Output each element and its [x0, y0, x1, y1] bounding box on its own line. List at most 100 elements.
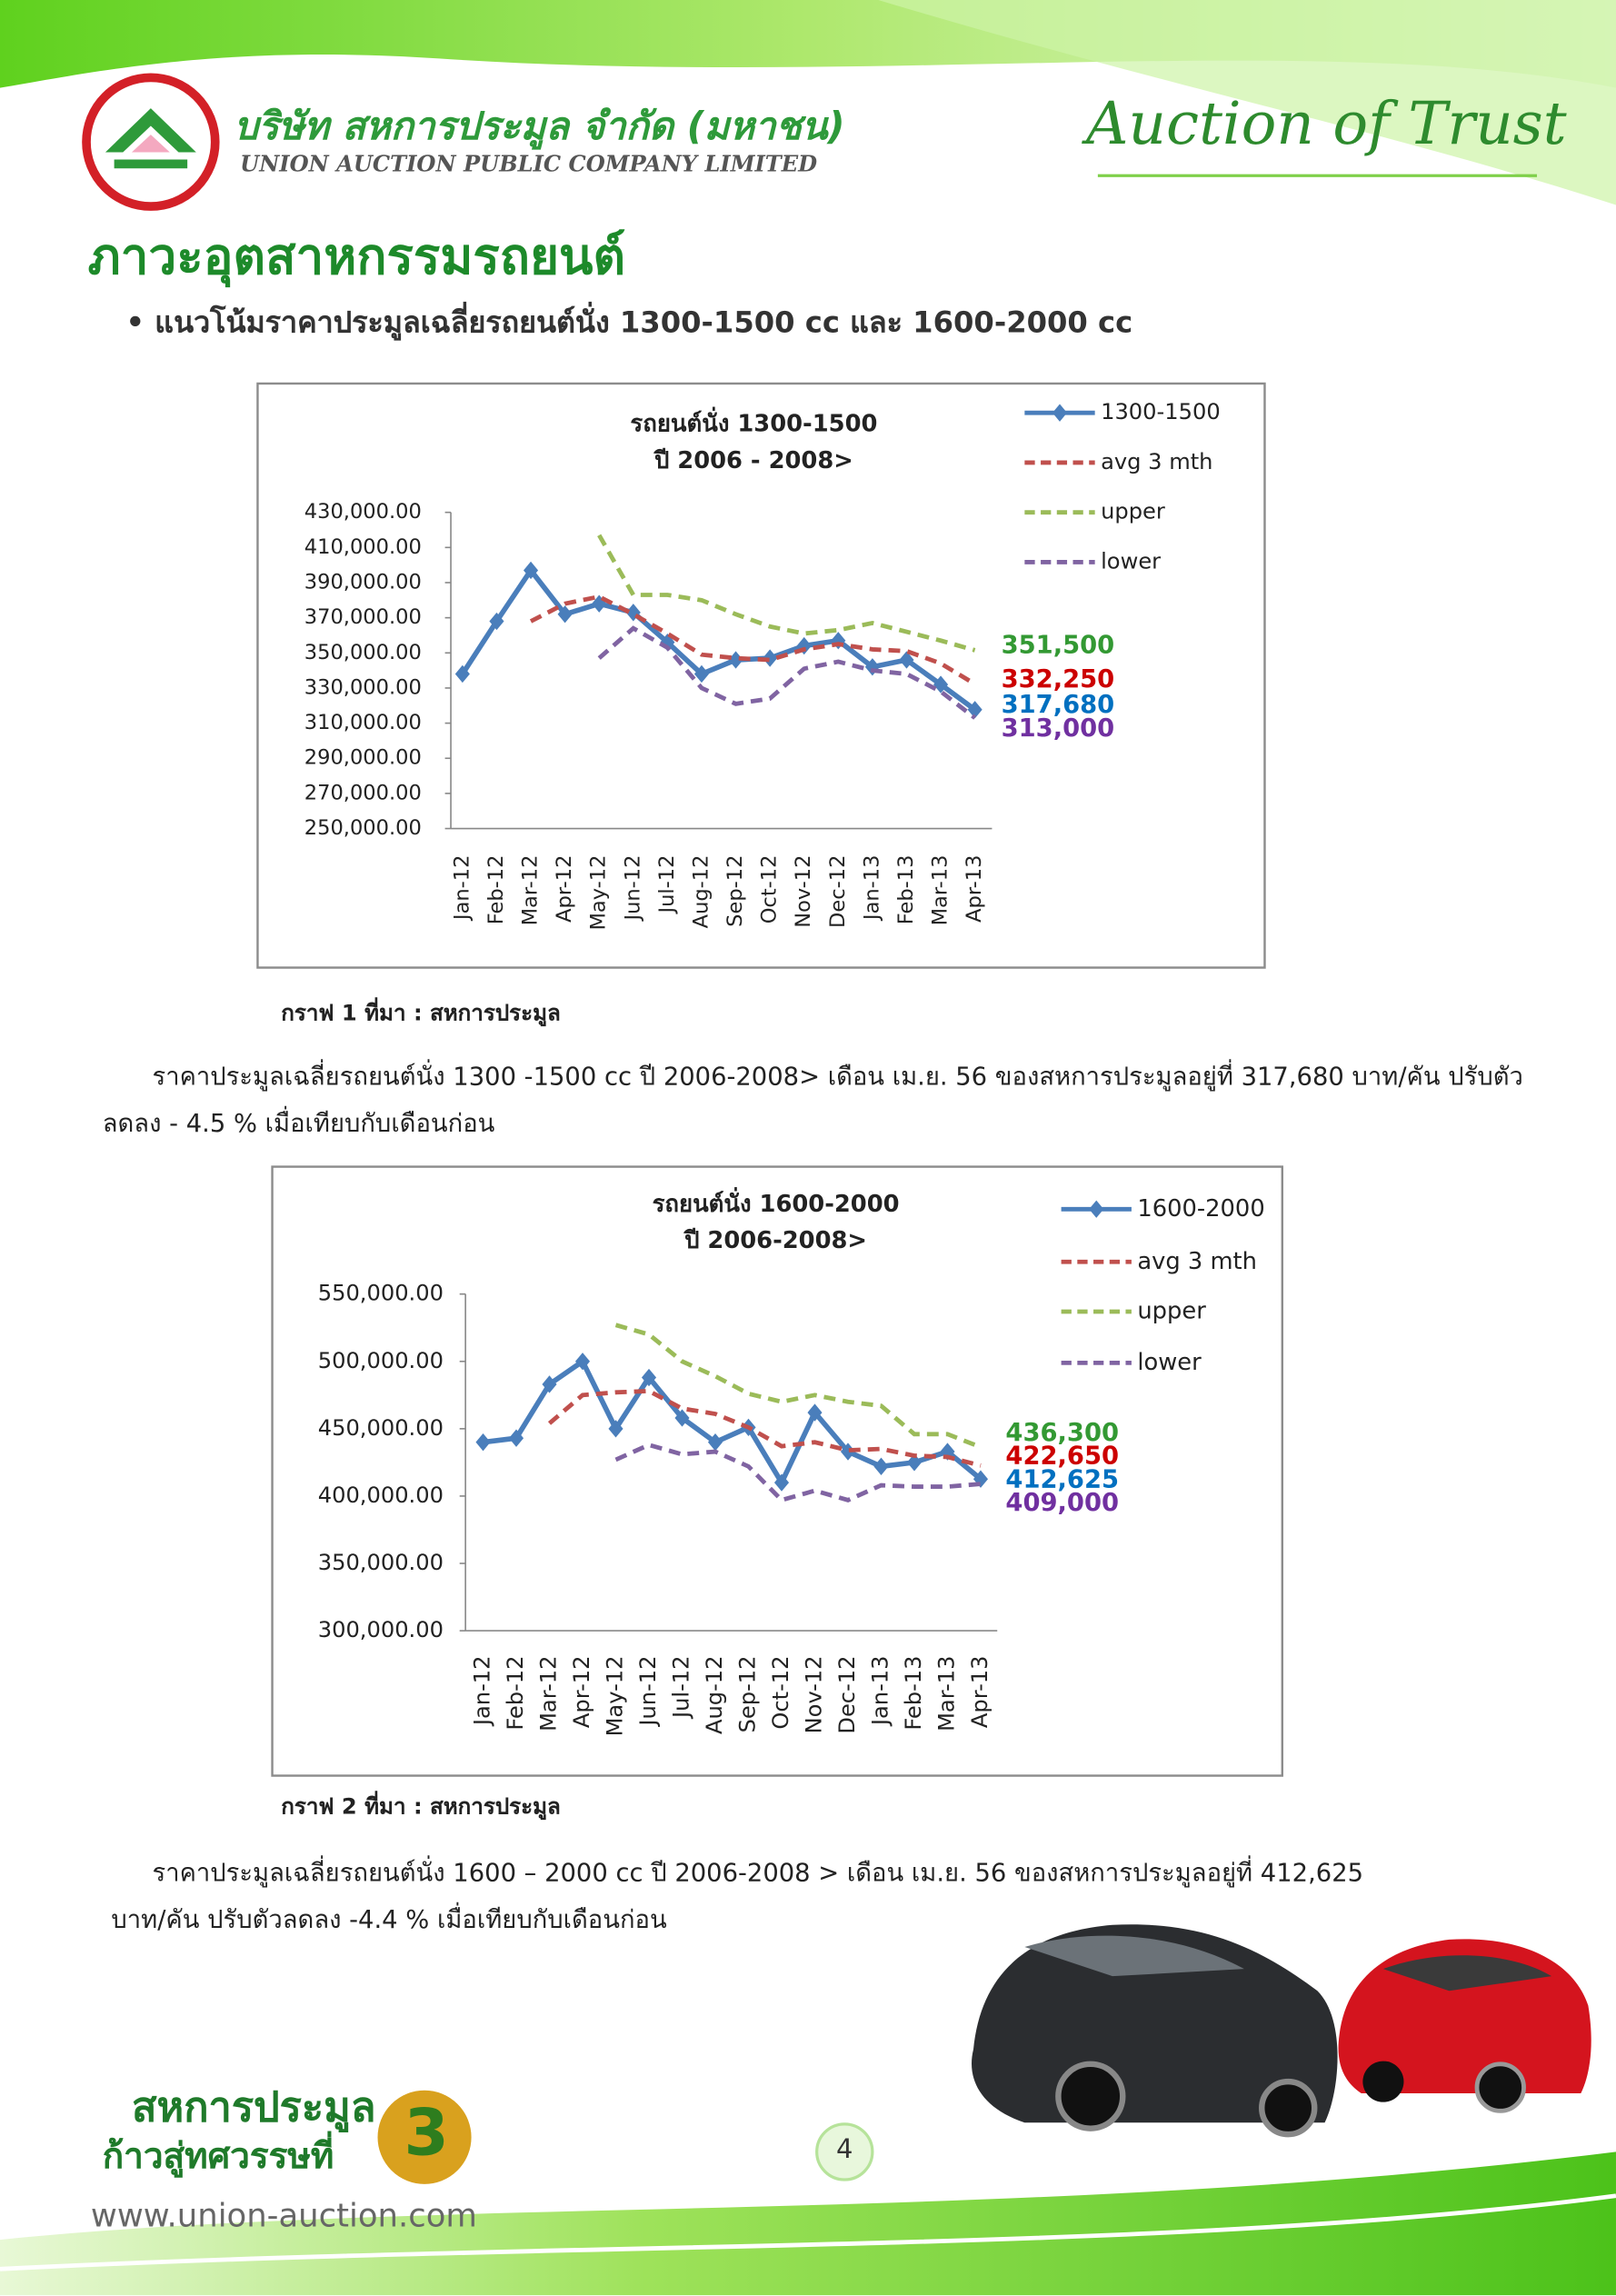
legend-label: lower — [1101, 548, 1161, 574]
x-tick-label: Aug-12 — [702, 1655, 727, 1734]
y-tick-label: 370,000.00 — [304, 605, 422, 629]
x-tick-label: Dec-12 — [826, 855, 850, 928]
point — [693, 664, 710, 684]
y-tick-label: 250,000.00 — [304, 816, 422, 840]
legend-label: 1300-1500 — [1101, 399, 1221, 424]
series-line — [597, 625, 977, 720]
value-label: 422,650 — [1005, 1442, 1119, 1471]
website: www.union-auction.com — [90, 2198, 477, 2236]
x-tick-label: Jan-13 — [860, 855, 883, 923]
x-tick-label: Feb-12 — [484, 855, 508, 925]
legend-label: avg 3 mth — [1137, 1248, 1257, 1275]
car-wheel — [1259, 2078, 1318, 2138]
point — [773, 1473, 790, 1492]
brand-line2: ก้าวสู่ทศวรรษที่ — [102, 2135, 334, 2177]
car-wheel — [1055, 2061, 1126, 2131]
point — [475, 1433, 491, 1452]
chart-subtitle: ปี 2006 - 2008> — [653, 447, 853, 474]
point — [674, 1409, 690, 1427]
x-tick-label: Feb-12 — [503, 1655, 528, 1730]
x-tick-label: Mar-13 — [929, 855, 953, 926]
x-tick-label: Dec-12 — [834, 1655, 860, 1733]
logo-roof — [105, 108, 196, 153]
x-tick-label: Jan-12 — [450, 855, 474, 923]
x-tick-label: Mar-13 — [933, 1655, 959, 1731]
brand-badge — [372, 2084, 478, 2191]
series-line — [547, 1388, 982, 1468]
chart-frame — [256, 382, 1266, 969]
x-tick-label: Apr-13 — [967, 1655, 993, 1728]
value-label: 412,625 — [1005, 1465, 1119, 1493]
bottom-wave-line — [0, 2193, 1616, 2271]
brand-line1: สหการประมูล — [131, 2082, 376, 2131]
y-tick-label: 500,000.00 — [318, 1348, 444, 1373]
car-window — [1382, 1955, 1552, 1992]
x-tick-label: Jan-12 — [470, 1655, 495, 1727]
logo-center — [131, 135, 170, 153]
y-tick-label: 400,000.00 — [318, 1482, 444, 1508]
point — [899, 651, 914, 669]
caption: กราฟ 2 ที่มา : สหการประมูล — [281, 1792, 561, 1820]
x-tick-label: Jun-12 — [635, 1655, 661, 1727]
legend-label: lower — [1137, 1349, 1202, 1376]
bottom-wave — [0, 2151, 1616, 2296]
x-tick-label: Apr-12 — [569, 1655, 594, 1728]
legend-label: upper — [1101, 499, 1165, 524]
chart-title: รถยนต์นั่ง 1300-1500 — [630, 407, 877, 438]
point — [608, 1420, 623, 1438]
point — [489, 612, 504, 631]
y-tick-label: 350,000.00 — [318, 1550, 444, 1575]
point — [933, 675, 949, 694]
value-label: 313,000 — [1002, 714, 1115, 743]
paragraph: ราคาประมูลเฉลี่ยรถยนต์นั่ง 1300 -1500 cc… — [102, 1063, 1523, 1139]
x-tick-label: Oct-12 — [768, 1655, 793, 1729]
company-th: บริษัท สหการประมูล จำกัด (มหาชน) — [234, 105, 845, 150]
car-black — [972, 1924, 1338, 2138]
y-tick-label: 350,000.00 — [304, 641, 422, 664]
car-red — [1338, 1939, 1591, 2113]
x-tick-label: Mar-12 — [519, 855, 543, 926]
point — [574, 1353, 591, 1371]
chart-title: รถยนต์นั่ง 1600-2000 — [653, 1187, 900, 1218]
point — [508, 1429, 524, 1447]
x-tick-label: Aug-12 — [689, 855, 713, 929]
x-tick-label: Sep-12 — [723, 855, 747, 927]
series-line — [614, 1442, 982, 1503]
page-number-badge — [815, 2122, 874, 2181]
legend-label: avg 3 mth — [1101, 449, 1212, 474]
point — [840, 1442, 856, 1461]
x-tick-label: Jan-13 — [867, 1655, 893, 1727]
company-en: UNION AUCTION PUBLIC COMPANY LIMITED — [240, 150, 818, 177]
point — [542, 1375, 557, 1393]
y-tick-label: 300,000.00 — [318, 1617, 444, 1642]
x-tick-label: Oct-12 — [758, 855, 782, 924]
y-tick-label: 270,000.00 — [304, 781, 422, 804]
bullet: • — [125, 304, 155, 340]
series-line — [529, 594, 976, 686]
x-tick-label: Feb-13 — [894, 855, 918, 925]
car-window — [1024, 1935, 1244, 1977]
y-tick-label: 390,000.00 — [304, 570, 422, 594]
x-tick-label: May-12 — [603, 1655, 628, 1736]
x-tick-label: Jul-12 — [655, 855, 679, 915]
x-tick-label: Nov-12 — [792, 855, 815, 928]
legend-marker — [1052, 404, 1068, 422]
x-tick-label: May-12 — [587, 855, 611, 931]
point — [707, 1433, 723, 1452]
slogan: Auction of Trust — [1085, 90, 1567, 158]
value-label: 436,300 — [1005, 1419, 1119, 1447]
value-label: 351,500 — [1002, 632, 1115, 660]
y-tick-label: 310,000.00 — [304, 711, 422, 734]
y-tick-label: 330,000.00 — [304, 675, 422, 699]
car-wheel — [1474, 2061, 1526, 2113]
y-tick-label: 450,000.00 — [318, 1415, 444, 1441]
legend-label: 1600-2000 — [1137, 1195, 1264, 1223]
top-wave-2 — [878, 0, 1616, 205]
x-tick-label: Nov-12 — [801, 1655, 826, 1733]
value-label: 317,680 — [1002, 691, 1115, 719]
legend-label: upper — [1137, 1298, 1206, 1325]
